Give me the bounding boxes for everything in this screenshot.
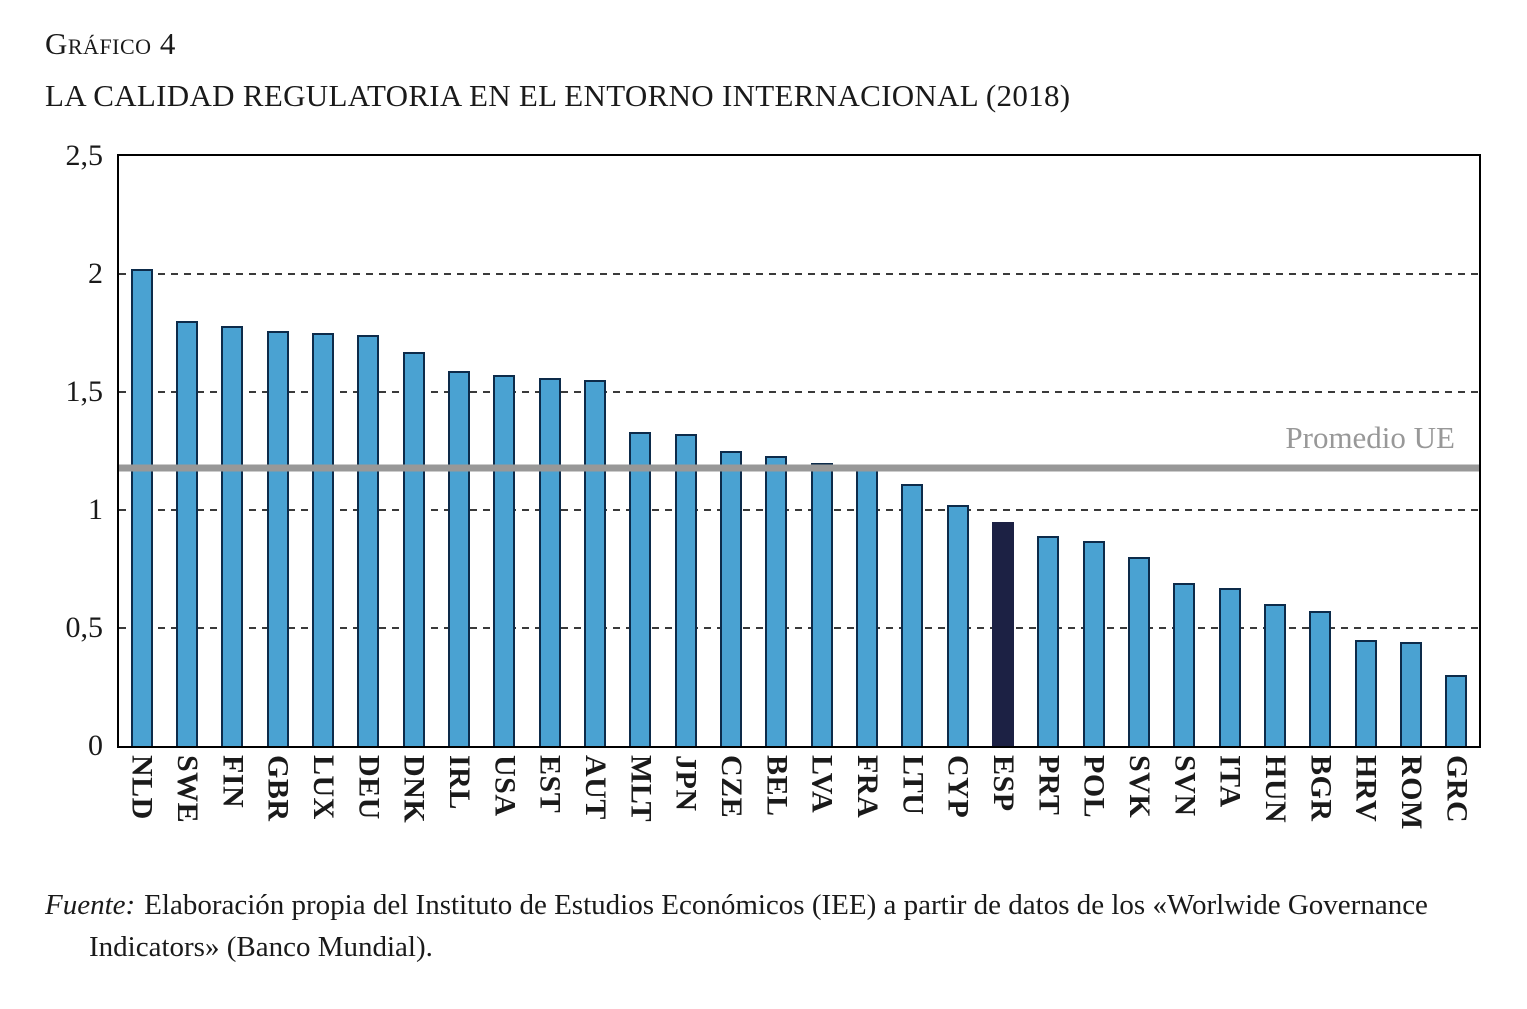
source-note: Fuente: Elaboración propia del Instituto … (45, 884, 1482, 968)
bar-rom (1400, 642, 1422, 746)
x-tick-label-jpn: JPN (669, 755, 703, 812)
bar-irl (448, 370, 470, 746)
y-tick-label: 1 (88, 493, 103, 526)
y-axis: 0 0,5 1 1,5 2 2,5 (45, 139, 117, 762)
bar-ltu (901, 484, 924, 746)
bar-est (538, 377, 561, 746)
bar-hrv (1354, 639, 1377, 746)
bar-lux (312, 333, 334, 746)
eu-average-line (119, 464, 1479, 472)
bar-bgr (1309, 611, 1332, 746)
x-tick-label-pol: POL (1077, 755, 1111, 819)
x-tick-label-esp: ESP (987, 755, 1020, 812)
x-tick-label-est: EST (533, 755, 567, 814)
bar-nld (130, 269, 153, 746)
x-tick-label-hrv: HRV (1349, 755, 1383, 823)
y-tick-label: 2 (88, 257, 103, 290)
bar-cze (720, 451, 742, 746)
x-tick-label-irl: IRL (443, 755, 476, 810)
bar-swe (176, 321, 198, 746)
x-tick-label-svn: SVN (1168, 755, 1202, 817)
x-tick-label-aut: AUT (579, 755, 612, 820)
bar-mlt (629, 432, 652, 746)
x-tick-label-bgr: BGR (1304, 755, 1338, 822)
bar-deu (357, 335, 380, 746)
x-tick-label-nld: NLD (125, 755, 159, 820)
x-tick-label-lux: LUX (307, 755, 340, 820)
bar-prt (1037, 535, 1060, 746)
bar-hun (1264, 604, 1286, 746)
bar-jpn (674, 434, 697, 746)
bar-pol (1082, 540, 1105, 746)
bar-lva (810, 462, 833, 746)
x-tick-label-lva: LVA (805, 755, 839, 814)
bar-usa (493, 375, 516, 746)
gridline (119, 391, 1479, 393)
x-tick-label-hun: HUN (1259, 755, 1292, 824)
x-tick-label-swe: SWE (171, 755, 204, 824)
source-text: Elaboración propia del Instituto de Estu… (89, 889, 1428, 964)
bar-bel (765, 455, 788, 746)
x-tick-label-cyp: CYP (941, 755, 975, 819)
bar-fra (856, 467, 878, 746)
eu-average-label: Promedio UE (1285, 419, 1455, 455)
x-tick-label-svk: SVK (1123, 755, 1156, 819)
chart-kicker: Gráfico 4 (45, 26, 176, 61)
x-tick-label-gbr: GBR (261, 755, 295, 822)
x-tick-label-grc: GRC (1440, 755, 1474, 824)
y-tick-label: 0,5 (65, 611, 104, 644)
x-tick-label-mlt: MLT (624, 755, 658, 823)
gridline (119, 627, 1479, 629)
x-tick-label-prt: PRT (1032, 755, 1066, 816)
x-tick-label-ltu: LTU (896, 755, 930, 816)
x-tick-label-fra: FRA (851, 755, 884, 819)
bar-cyp (946, 505, 969, 746)
x-tick-label-bel: BEL (760, 755, 794, 817)
bar-dnk (402, 351, 425, 746)
bar-fin (221, 325, 244, 746)
y-tick-label: 0 (88, 729, 103, 762)
bar-gbr (266, 330, 289, 746)
x-tick-label-dnk: DNK (397, 755, 431, 824)
x-tick-label-rom: ROM (1395, 755, 1428, 830)
bar-svn (1173, 583, 1196, 746)
x-tick-label-fin: FIN (216, 755, 250, 809)
y-tick-label: 2,5 (65, 139, 104, 172)
y-tick-label: 1,5 (65, 375, 104, 408)
gridline (119, 509, 1479, 511)
gridline (119, 273, 1479, 275)
bar-esp (992, 521, 1014, 746)
bar-ita (1218, 587, 1241, 746)
bar-grc (1445, 675, 1468, 746)
source-label: Fuente: (45, 889, 136, 921)
x-tick-label-usa: USA (488, 755, 522, 817)
bar-svk (1128, 557, 1150, 746)
plot-area: NLD SWE FIN GBR LUX DEU DNK IRL USA EST AUT MLT JPN C… (117, 154, 1481, 830)
bar-chart: 0 0,5 1 1,5 2 2,5 NLD SWE FIN GBR LUX DEU DNK IRL USA… (45, 139, 1482, 830)
bar-aut (584, 380, 606, 746)
x-tick-label-cze: CZE (715, 755, 748, 819)
x-tick-label-deu: DEU (352, 755, 386, 820)
page: Gráfico 4 LA CALIDAD REGULATORIA EN EL E… (45, 26, 1482, 968)
chart-title: LA CALIDAD REGULATORIA EN EL ENTORNO INT… (45, 78, 1071, 113)
x-tick-label-ita: ITA (1213, 755, 1247, 808)
